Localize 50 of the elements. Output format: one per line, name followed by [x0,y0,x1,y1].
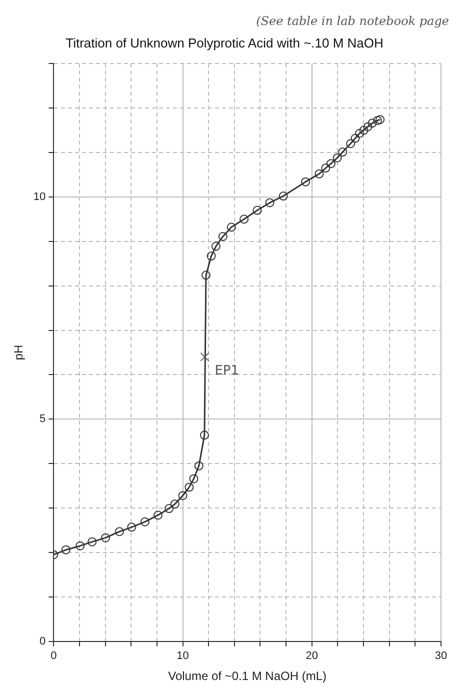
x-tick-label: 20 [306,650,318,662]
point [101,533,110,542]
x-tick-label: 0 [50,650,57,662]
point [194,461,204,470]
point [88,537,97,546]
point [206,252,216,261]
point [140,517,150,526]
point [61,545,70,554]
point [372,116,382,125]
point [350,134,360,143]
point [321,164,330,173]
point [211,242,220,251]
annotation: EP1 [214,363,240,378]
point [240,214,249,224]
y-tick-label: 10 [33,190,46,203]
point [332,153,342,162]
point [153,510,162,520]
point [265,198,274,208]
point [114,527,124,536]
y-tick-label: 0 [40,635,46,648]
point [184,482,194,492]
point [326,159,336,168]
text: (See table in lab notebook page [256,14,449,28]
point [368,118,377,128]
chart-title: Titration of Unknown Polyprotic Acid with ~.10 M NaOH [66,35,384,50]
x-tick-label: 30 [434,650,448,662]
point [226,222,236,232]
point [363,122,372,132]
point [278,192,288,201]
point [359,126,368,135]
point [376,115,385,124]
point [338,148,348,157]
point [218,232,228,241]
point [252,206,262,215]
point [127,522,136,532]
point [346,139,356,148]
y-axis-title: pH [12,344,26,360]
point [189,474,198,484]
y-tick-label: 5 [40,413,46,426]
point [164,504,174,514]
point [202,270,210,280]
point [355,128,364,138]
x-tick-label: 10 [176,650,189,662]
point [314,169,324,178]
point [170,500,180,509]
point [200,430,209,440]
point [301,177,310,186]
point [178,491,188,500]
x-axis-title: Volume of ~0.1 M NaOH (mL) [168,669,327,684]
point [76,541,85,550]
